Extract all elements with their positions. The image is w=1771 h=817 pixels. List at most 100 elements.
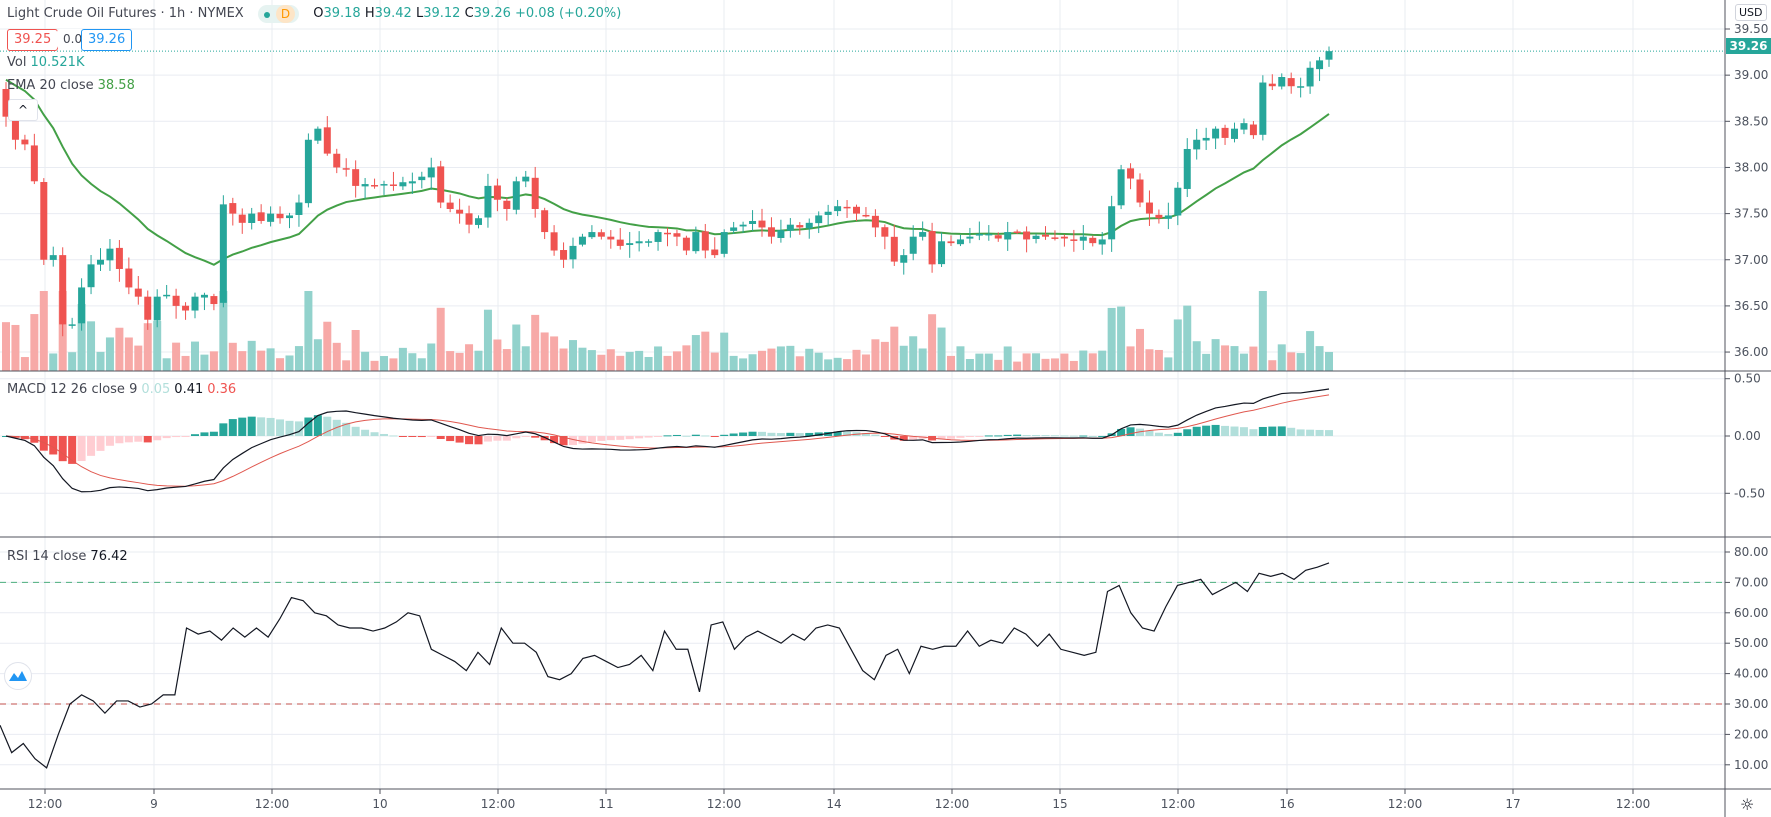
macd-pane bbox=[2, 388, 1333, 493]
macd-histogram-bar bbox=[191, 434, 199, 436]
macd-histogram-bar bbox=[1013, 434, 1022, 436]
macd-histogram-bar bbox=[776, 433, 785, 436]
candle-body bbox=[408, 181, 416, 184]
candle-body bbox=[862, 214, 870, 217]
macd-histogram-bar bbox=[1230, 426, 1239, 436]
volume-bar bbox=[323, 321, 332, 371]
macd-histogram-bar bbox=[313, 415, 322, 436]
high-value: 39.42 bbox=[374, 6, 412, 21]
price-tick-label: 36.00 bbox=[1734, 345, 1768, 359]
candle-body bbox=[134, 288, 142, 297]
volume-bar bbox=[625, 351, 634, 371]
volume-bar bbox=[20, 357, 29, 371]
candle-body bbox=[267, 213, 275, 222]
candle-body bbox=[59, 255, 67, 325]
price-tick-label: 39.00 bbox=[1734, 68, 1768, 82]
settings-gear-icon[interactable]: ☼ bbox=[1740, 795, 1755, 814]
macd-histogram-bar bbox=[720, 434, 729, 436]
market-status-badge[interactable]: D bbox=[257, 5, 300, 23]
volume-bar bbox=[682, 345, 691, 371]
macd-histogram-bar bbox=[219, 423, 228, 436]
candle-body bbox=[191, 296, 199, 311]
collapse-legend-button[interactable]: ^ bbox=[8, 99, 38, 121]
candle-body bbox=[182, 305, 190, 311]
rsi-legend[interactable]: RSI 14 close 76.42 bbox=[7, 549, 128, 564]
sell-button[interactable]: 39.25 bbox=[7, 29, 59, 51]
macd-histogram-bar bbox=[162, 436, 171, 439]
candle-body bbox=[938, 241, 946, 265]
low-label: L bbox=[415, 6, 424, 21]
macd-histogram-bar bbox=[351, 426, 360, 436]
macd-histogram-bar bbox=[833, 431, 842, 436]
macd-histogram-bar bbox=[965, 436, 974, 437]
candle-body bbox=[588, 232, 596, 238]
time-tick-label: 11 bbox=[598, 797, 613, 811]
candle-body bbox=[541, 210, 549, 233]
candle-body bbox=[30, 145, 38, 182]
candle-body bbox=[11, 116, 19, 140]
volume-bar bbox=[172, 342, 181, 371]
candle-body bbox=[1278, 76, 1286, 87]
volume-bar bbox=[361, 351, 370, 371]
macd-histogram-bar bbox=[172, 436, 181, 438]
volume-bar bbox=[587, 350, 596, 371]
volume-bar bbox=[767, 348, 776, 371]
volume-legend[interactable]: Vol 10.521K bbox=[7, 55, 84, 70]
volume-bar bbox=[635, 350, 644, 371]
volume-bar bbox=[11, 324, 20, 371]
volume-bar bbox=[1145, 349, 1154, 371]
volume-bar bbox=[257, 350, 266, 371]
macd-legend[interactable]: MACD 12 26 close 9 0.05 0.41 0.36 bbox=[7, 382, 236, 397]
candle-body bbox=[78, 287, 86, 324]
volume-bar bbox=[928, 314, 937, 371]
delayed-data-icon: D bbox=[275, 5, 296, 23]
volume-bar bbox=[313, 339, 322, 371]
macd-histogram-bar bbox=[937, 436, 946, 440]
volume-bar bbox=[569, 340, 577, 371]
candle-body bbox=[380, 184, 388, 186]
volume-bar bbox=[578, 347, 587, 371]
volume-bar bbox=[1032, 353, 1041, 371]
tradingview-logo-icon[interactable] bbox=[4, 662, 32, 690]
buy-button[interactable]: 39.26 bbox=[81, 29, 133, 51]
price-tick-label: 36.50 bbox=[1734, 299, 1768, 313]
macd-histogram-bar bbox=[701, 435, 710, 437]
candle-body bbox=[418, 176, 426, 181]
macd-histogram-bar bbox=[635, 436, 644, 439]
volume-bar bbox=[748, 354, 757, 371]
open-value: 39.18 bbox=[323, 6, 361, 21]
macd-tick-label: 0.00 bbox=[1734, 429, 1761, 443]
candle-body bbox=[1164, 215, 1172, 219]
macd-histogram-bar bbox=[1164, 433, 1173, 436]
volume-bar bbox=[994, 359, 1003, 371]
time-tick-label: 12:00 bbox=[935, 797, 970, 811]
currency-button[interactable]: USD bbox=[1735, 4, 1767, 21]
candle-body bbox=[1202, 137, 1210, 141]
macd-histogram-bar bbox=[606, 436, 615, 441]
candle-body bbox=[815, 215, 823, 224]
rsi-line bbox=[0, 562, 1330, 769]
macd-histogram-bar bbox=[880, 436, 889, 437]
candle-body bbox=[805, 222, 813, 229]
volume-bar bbox=[616, 355, 625, 371]
volume-bar bbox=[162, 358, 171, 371]
macd-histogram-bar bbox=[578, 436, 587, 444]
candle-body bbox=[1004, 232, 1012, 240]
candle-body bbox=[597, 232, 605, 237]
rsi-tick-label: 40.00 bbox=[1734, 667, 1768, 681]
candle-body bbox=[314, 128, 322, 141]
candle-body bbox=[1089, 237, 1097, 244]
macd-histogram-bar bbox=[559, 436, 568, 446]
macd-histogram-bar bbox=[843, 431, 852, 436]
symbol-title[interactable]: Light Crude Oil Futures · 1h · NYMEX bbox=[7, 6, 244, 21]
candle-body bbox=[1042, 234, 1049, 237]
ema-legend[interactable]: EMA 20 close 38.58 bbox=[7, 78, 135, 93]
volume-bar bbox=[209, 351, 218, 371]
volume-bar bbox=[814, 352, 823, 371]
symbol-legend: Light Crude Oil Futures · 1h · NYMEX D O… bbox=[7, 5, 621, 23]
macd-histogram-bar bbox=[625, 436, 634, 440]
macd-histogram-bar bbox=[455, 436, 464, 443]
candle-body bbox=[720, 232, 728, 254]
macd-histogram-bar bbox=[266, 417, 275, 436]
